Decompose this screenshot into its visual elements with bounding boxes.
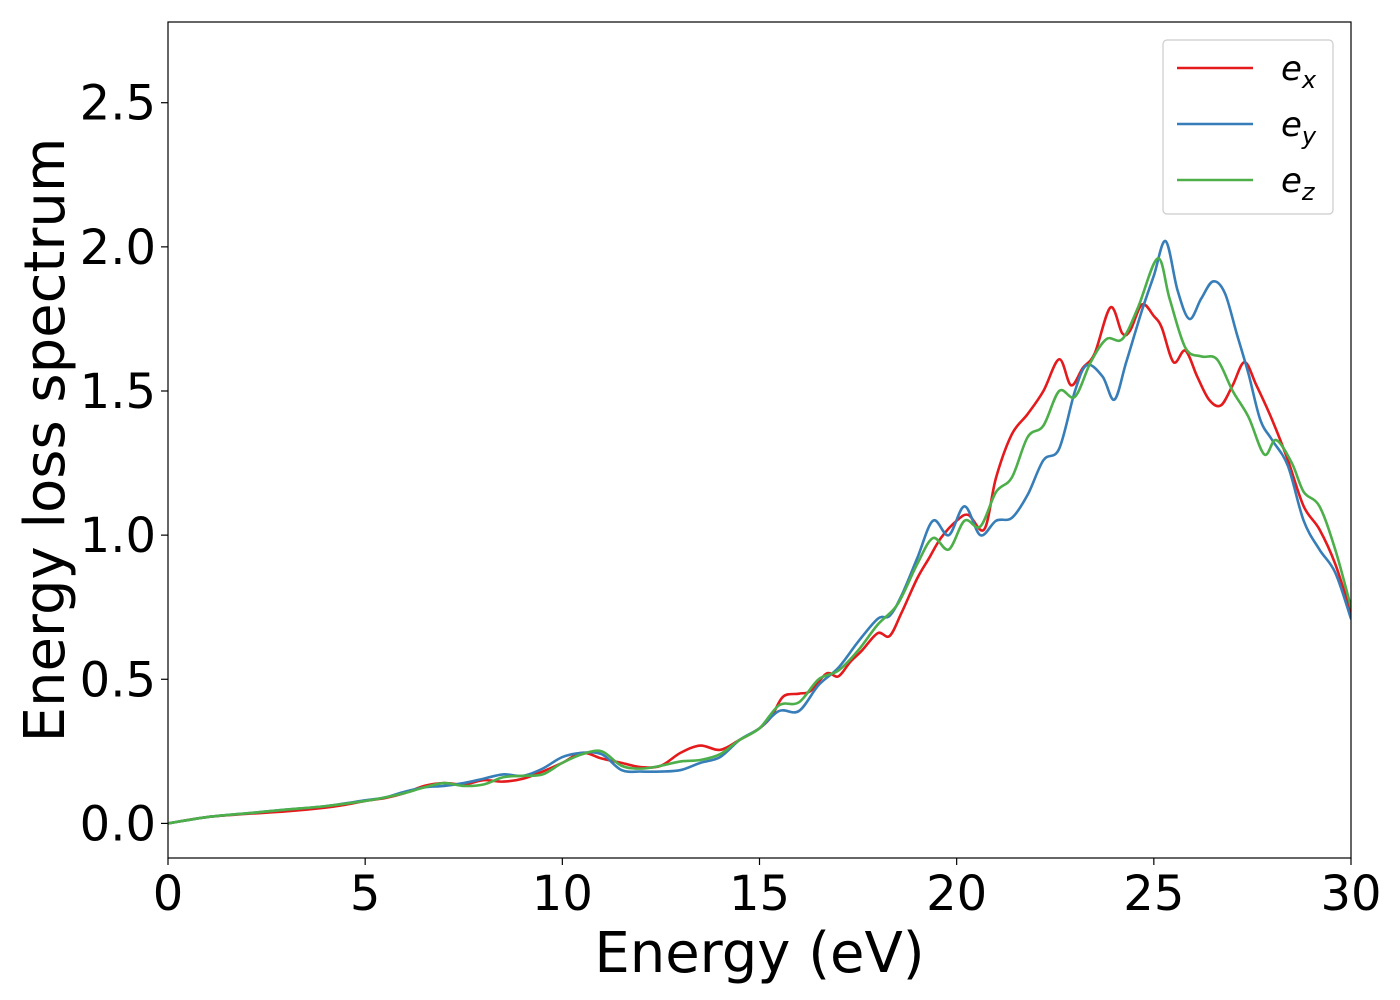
x-tick-label: 15	[729, 866, 790, 922]
y-tick-label: 1.5	[80, 364, 156, 420]
y-tick-label: 2.0	[80, 220, 156, 276]
y-tick-label: 0.0	[80, 796, 156, 852]
legend-label-y: ey	[1281, 105, 1317, 150]
legend-box	[1162, 39, 1334, 215]
y-tick-label: 1.0	[80, 508, 156, 564]
legend-label-subscript: z	[1301, 178, 1316, 206]
series-line-z	[168, 257, 1351, 825]
legend-label-z: ez	[1281, 161, 1316, 206]
legend-label-base: e	[1281, 161, 1302, 201]
legend-label-x: ex	[1281, 49, 1317, 94]
legend-label-base: e	[1281, 49, 1302, 89]
y-axis-label: Energy loss spectrum	[13, 138, 78, 743]
plot-area: 0 5 10 15 20 25 30 0.0 0.5 1.0 1.5 2.0 2.5	[80, 21, 1382, 922]
x-tick-label: 10	[532, 866, 593, 922]
x-tick-label: 30	[1320, 866, 1381, 922]
y-tick-label: 0.5	[80, 652, 156, 708]
x-tick-label: 0	[153, 866, 184, 922]
x-tick-label: 20	[926, 866, 987, 922]
x-tick-label: 5	[350, 866, 381, 922]
legend-label-subscript: y	[1301, 122, 1317, 150]
series-layer	[168, 239, 1351, 825]
x-axis-label: Energy (eV)	[594, 921, 924, 986]
x-tick-label: 25	[1123, 866, 1184, 922]
legend-label-base: e	[1281, 105, 1302, 145]
y-tick-label: 2.5	[80, 76, 156, 132]
legend-label-subscript: x	[1301, 66, 1317, 94]
ticks-layer: 0 5 10 15 20 25 30 0.0 0.5 1.0 1.5 2.0 2.5	[80, 76, 1382, 922]
